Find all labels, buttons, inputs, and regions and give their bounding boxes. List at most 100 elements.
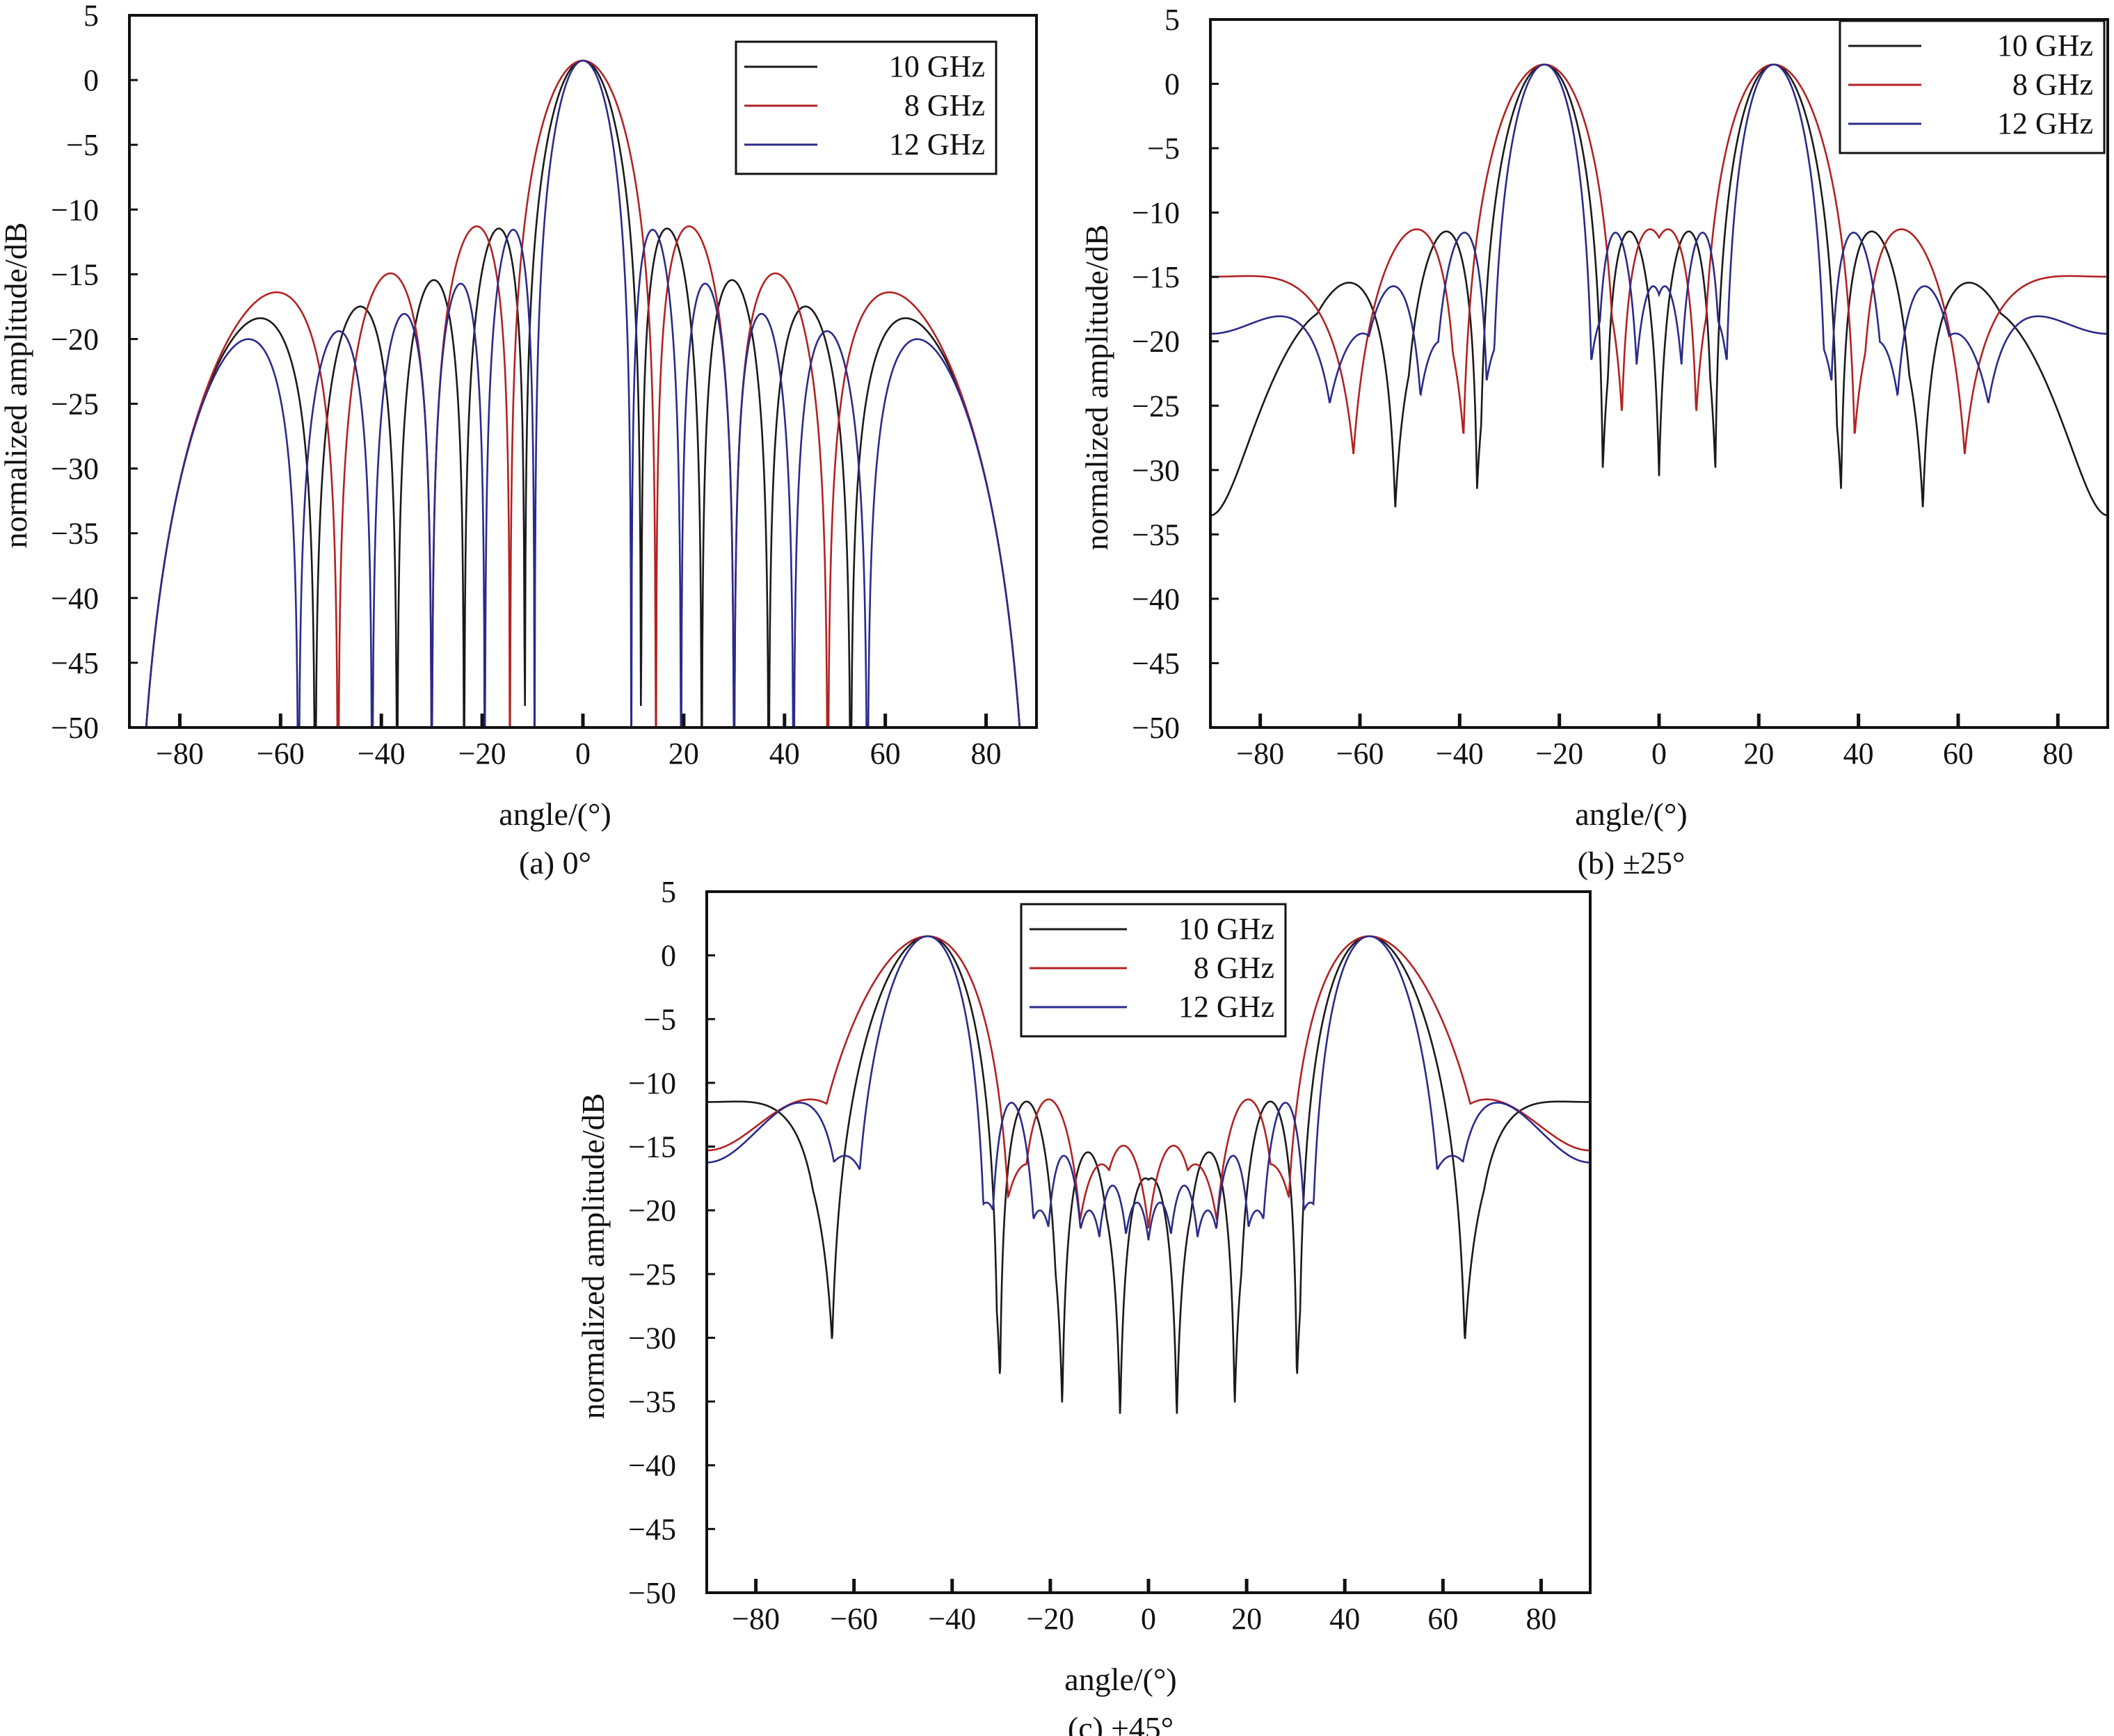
legend: 10 GHz 8 GHz 12 GHz bbox=[1839, 19, 2106, 154]
panel-caption: (b) ±25° bbox=[1578, 845, 1685, 881]
legend: 10 GHz 8 GHz 12 GHz bbox=[1020, 903, 1287, 1038]
x-tick-label: 20 bbox=[1743, 737, 1774, 771]
series-group bbox=[707, 935, 1590, 1414]
y-tick-label: −35 bbox=[628, 1385, 676, 1419]
y-tick-label: −30 bbox=[51, 452, 99, 486]
y-tick-label: −35 bbox=[1132, 517, 1180, 552]
x-tick-label: 80 bbox=[1526, 1602, 1556, 1636]
x-tick-label: 40 bbox=[769, 737, 800, 771]
legend-label: 12 GHz bbox=[1178, 990, 1274, 1024]
series-line-12-ghz bbox=[707, 935, 1590, 1241]
y-tick-label: −35 bbox=[51, 517, 99, 551]
y-tick-label: −50 bbox=[1132, 711, 1180, 745]
x-tick-label: 20 bbox=[1231, 1602, 1262, 1636]
x-tick-label: −20 bbox=[1535, 737, 1583, 771]
series-line-8-ghz bbox=[707, 935, 1590, 1229]
series-group bbox=[1210, 63, 2108, 517]
x-tick-label: −60 bbox=[1336, 737, 1384, 771]
y-tick-label: −10 bbox=[628, 1066, 676, 1100]
legend-box bbox=[1020, 903, 1287, 1038]
panel-caption: (c) ±45° bbox=[1068, 1710, 1174, 1736]
series-line-8-ghz bbox=[1210, 63, 2108, 454]
x-tick-label: 80 bbox=[971, 737, 1002, 771]
y-tick-label: 0 bbox=[1164, 67, 1180, 102]
series-line-12-ghz bbox=[1210, 63, 2108, 404]
chart-panel-1: −80 −60 −40 −20 0 20 40 60 80 5 0 −5 −10 −15 −20 −25 −30… bbox=[0, 0, 1038, 881]
y-tick-label: −15 bbox=[51, 257, 99, 291]
y-tick-label: −15 bbox=[1132, 260, 1180, 294]
y-tick-label: 0 bbox=[83, 63, 99, 97]
x-tick-label: 40 bbox=[1329, 1602, 1360, 1636]
y-tick-label: −25 bbox=[628, 1257, 676, 1292]
x-axis-label: angle/(°) bbox=[1064, 1662, 1176, 1697]
series-line-12-ghz bbox=[145, 59, 1021, 728]
y-tick-label: −45 bbox=[1132, 646, 1180, 680]
legend-label: 10 GHz bbox=[889, 49, 985, 83]
x-tick-label: 80 bbox=[2042, 737, 2073, 771]
legend-label: 10 GHz bbox=[1178, 912, 1274, 946]
x-tick-label: −80 bbox=[732, 1602, 780, 1636]
y-tick-label: −50 bbox=[51, 711, 99, 745]
x-tick-label: −60 bbox=[257, 737, 305, 771]
x-axis-label: angle/(°) bbox=[499, 796, 611, 832]
x-tick-label: −40 bbox=[928, 1602, 976, 1636]
y-tick-label: −50 bbox=[628, 1576, 676, 1610]
y-tick-label: −45 bbox=[628, 1512, 676, 1546]
x-axis-label: angle/(°) bbox=[1575, 796, 1687, 832]
legend-box bbox=[735, 40, 998, 175]
chart-panel-3: −80 −60 −40 −20 0 20 40 60 80 5 0 −5 −10 −15 −20 −25 −30… bbox=[575, 875, 1592, 1736]
chart-panel-2: −80 −60 −40 −20 0 20 40 60 80 5 0 −5 −10 −15 −20 −25 −30… bbox=[1079, 3, 2109, 881]
y-tick-label: 5 bbox=[661, 875, 676, 909]
y-tick-label: −25 bbox=[1132, 389, 1180, 423]
y-tick-label: 0 bbox=[661, 939, 676, 973]
y-tick-label: −15 bbox=[628, 1130, 676, 1164]
y-tick-label: −40 bbox=[628, 1449, 676, 1483]
legend-label: 8 GHz bbox=[2012, 67, 2093, 102]
y-tick-label: −5 bbox=[643, 1002, 676, 1036]
x-tick-label: 0 bbox=[575, 737, 591, 771]
y-tick-label: −30 bbox=[628, 1321, 676, 1355]
x-tick-label: −60 bbox=[830, 1602, 878, 1636]
y-axis-label: normalized amplitude/dB bbox=[0, 223, 33, 549]
y-tick-label: −25 bbox=[51, 387, 99, 421]
series-line-10-ghz bbox=[1210, 63, 2108, 517]
y-tick-label: −10 bbox=[1132, 196, 1180, 230]
series-line-10-ghz bbox=[707, 935, 1590, 1414]
y-tick-label: 5 bbox=[83, 0, 99, 33]
x-tick-label: 60 bbox=[870, 737, 901, 771]
y-tick-label: 5 bbox=[1164, 3, 1180, 37]
panel-caption: (a) 0° bbox=[519, 845, 591, 881]
series-group bbox=[145, 59, 1021, 728]
legend: 10 GHz 8 GHz 12 GHz bbox=[735, 40, 998, 175]
y-tick-label: −40 bbox=[51, 581, 99, 616]
legend-label: 12 GHz bbox=[889, 127, 985, 161]
y-axis-label: normalized amplitude/dB bbox=[575, 1093, 611, 1420]
legend-box bbox=[1839, 19, 2106, 154]
legend-label: 12 GHz bbox=[1997, 106, 2093, 140]
legend-label: 10 GHz bbox=[1997, 29, 2093, 63]
x-tick-label: 60 bbox=[1943, 737, 1973, 771]
y-tick-label: −5 bbox=[1147, 131, 1180, 166]
x-tick-label: −40 bbox=[1436, 737, 1484, 771]
x-tick-label: −40 bbox=[358, 737, 406, 771]
y-tick-label: −30 bbox=[1132, 453, 1180, 488]
y-tick-label: −10 bbox=[51, 193, 99, 227]
y-tick-label: −20 bbox=[628, 1194, 676, 1228]
y-tick-label: −5 bbox=[66, 128, 99, 162]
x-tick-label: 0 bbox=[1141, 1602, 1156, 1636]
y-tick-label: −20 bbox=[1132, 325, 1180, 359]
x-tick-label: 60 bbox=[1427, 1602, 1458, 1636]
y-axis-label: normalized amplitude/dB bbox=[1079, 225, 1114, 551]
y-tick-label: −20 bbox=[51, 322, 99, 356]
legend-label: 8 GHz bbox=[904, 88, 985, 122]
x-tick-label: −80 bbox=[156, 737, 204, 771]
x-tick-label: −20 bbox=[1026, 1602, 1074, 1636]
x-tick-label: −80 bbox=[1236, 737, 1284, 771]
x-tick-label: −20 bbox=[458, 737, 506, 771]
x-tick-label: 0 bbox=[1651, 737, 1667, 771]
x-tick-label: 20 bbox=[668, 737, 699, 771]
legend-label: 8 GHz bbox=[1194, 951, 1274, 985]
y-tick-label: −40 bbox=[1132, 582, 1180, 616]
y-tick-label: −45 bbox=[51, 646, 99, 680]
